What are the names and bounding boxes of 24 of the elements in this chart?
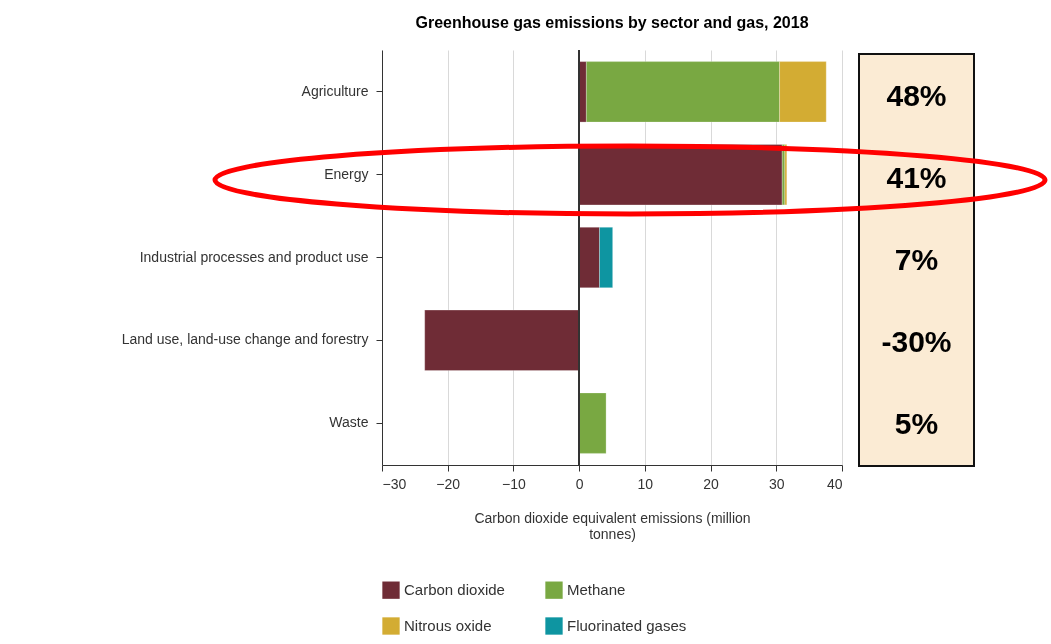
text: 5% — [893, 406, 940, 442]
y-tick-label: Energy — [324, 165, 369, 182]
text: 48% — [885, 78, 948, 114]
text: 7% — [893, 242, 940, 278]
y-tick-label: Land use, land-use change and forestry — [121, 331, 369, 348]
y-tick-label: Agriculture — [301, 82, 369, 99]
x-tick-label: 30 — [769, 475, 785, 492]
legend-label: Fluorinated gases — [567, 617, 687, 634]
x-tick-label: −30 — [382, 475, 407, 492]
text: 41% — [885, 160, 948, 196]
text: -30% — [880, 324, 953, 360]
x-tick-label: 10 — [637, 475, 654, 492]
legend-label: Methane — [567, 581, 626, 599]
x-axis-title: Carbon dioxide equivalent emissions (million tonnes) — [474, 509, 751, 542]
y-tick-label: Industrial processes and product use — [139, 248, 369, 265]
x-tick-label: −20 — [436, 475, 461, 492]
legend-label: Carbon dioxide — [404, 581, 505, 599]
x-tick-label: 20 — [703, 475, 720, 492]
x-tick-label: −10 — [502, 475, 527, 492]
y-tick-label: Waste — [329, 414, 369, 431]
x-tick-label: 40 — [826, 475, 843, 492]
chart-title: Greenhouse gas emissions by sector and gas, 2018 — [415, 14, 809, 32]
x-tick-label: 0 — [575, 475, 584, 492]
legend-label: Nitrous oxide — [404, 617, 492, 634]
